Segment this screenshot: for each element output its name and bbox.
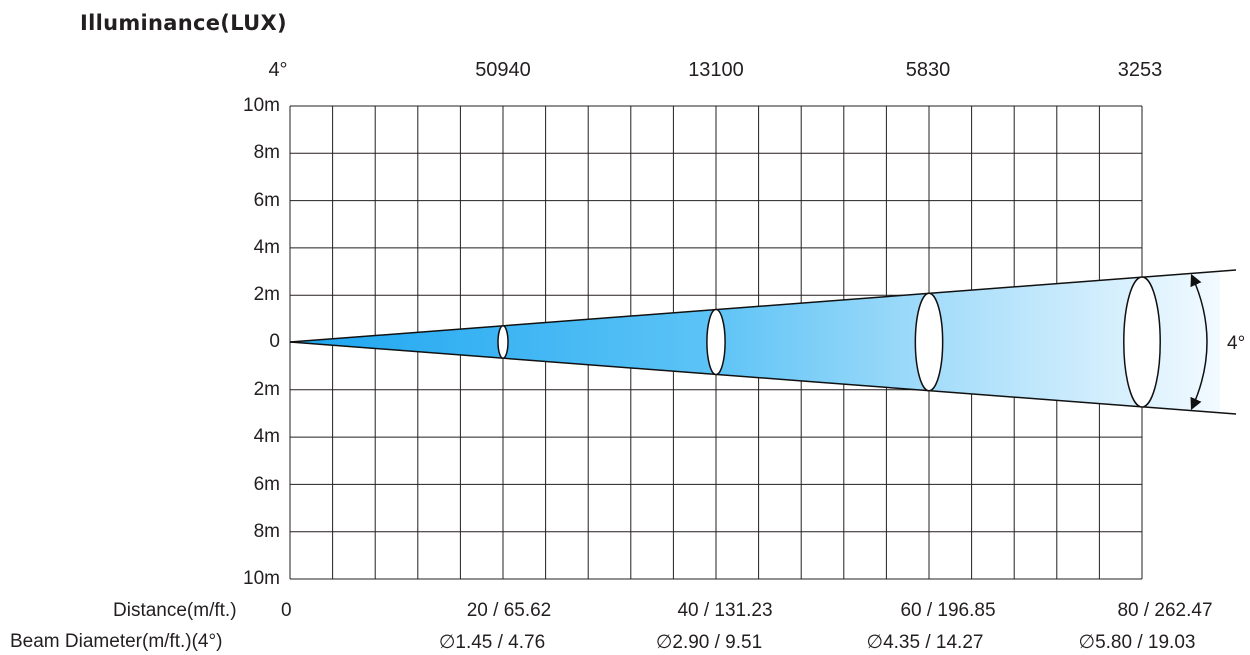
beam-cross-section-40m (706, 308, 726, 376)
beam-cross-section-60m (914, 292, 944, 392)
distance-start-value: 0 (281, 600, 292, 621)
y-axis-label: 4m (253, 426, 280, 447)
beam-diameter-value-60m: ∅4.35 / 14.27 (866, 632, 984, 653)
beam-diameter-row-label: Beam Diameter(m/ft.)(4°) (10, 631, 223, 652)
distance-value-60m: 60 / 196.85 (900, 600, 996, 621)
y-axis-label: 6m (253, 474, 280, 495)
distance-value-40m: 40 / 131.23 (677, 600, 773, 621)
distance-value-80m: 80 / 262.47 (1117, 600, 1213, 621)
y-axis-label: 2m (253, 284, 280, 305)
illuminance-value-20m: 50940 (475, 59, 531, 81)
distance-row-label: Distance(m/ft.) (113, 600, 237, 621)
beam-edge-bottom (289, 341, 1237, 415)
diagram-title: Illuminance(LUX) (80, 11, 287, 35)
y-axis-label: 10m (243, 568, 280, 589)
beam-cross-section-80m (1123, 276, 1161, 408)
light-beam-cone (290, 271, 1220, 413)
y-axis-label: 6m (253, 190, 280, 211)
illuminance-value-60m: 5830 (905, 59, 951, 81)
distance-value-20m: 20 / 65.62 (466, 600, 552, 621)
beam-angle-top-label: 4° (268, 59, 288, 81)
y-axis-label: 10m (243, 95, 280, 116)
beam-edge-top (289, 269, 1237, 343)
beam-diameter-value-20m: ∅1.45 / 4.76 (438, 632, 546, 653)
illuminance-value-80m: 3253 (1117, 59, 1163, 81)
y-axis-label: 0 (269, 331, 280, 352)
beam-angle-side-label: 4° (1227, 333, 1246, 354)
beam-diameter-value-40m: ∅2.90 / 9.51 (655, 632, 763, 653)
beam-cross-sections (497, 276, 1161, 408)
beam-cross-section-20m (497, 324, 509, 360)
y-axis-label: 8m (253, 142, 280, 163)
y-axis-label: 4m (253, 237, 280, 258)
beam-angle-arrow (1190, 273, 1208, 411)
beam-diameter-value-80m: ∅5.80 / 19.03 (1078, 632, 1196, 653)
y-axis-label: 8m (253, 521, 280, 542)
illuminance-value-40m: 13100 (688, 59, 744, 81)
y-axis-label: 2m (253, 379, 280, 400)
